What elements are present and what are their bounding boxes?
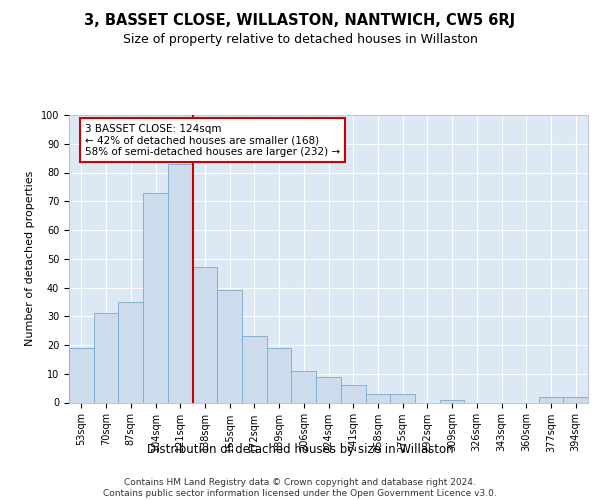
Bar — [390, 394, 415, 402]
Bar — [563, 397, 588, 402]
Bar — [193, 268, 217, 402]
Bar — [341, 385, 365, 402]
Bar — [365, 394, 390, 402]
Text: Contains HM Land Registry data © Crown copyright and database right 2024.
Contai: Contains HM Land Registry data © Crown c… — [103, 478, 497, 498]
Bar — [168, 164, 193, 402]
Bar — [94, 314, 118, 402]
Text: 3 BASSET CLOSE: 124sqm
← 42% of detached houses are smaller (168)
58% of semi-de: 3 BASSET CLOSE: 124sqm ← 42% of detached… — [85, 124, 340, 157]
Bar — [118, 302, 143, 402]
Bar — [539, 397, 563, 402]
Text: 3, BASSET CLOSE, WILLASTON, NANTWICH, CW5 6RJ: 3, BASSET CLOSE, WILLASTON, NANTWICH, CW… — [85, 12, 515, 28]
Y-axis label: Number of detached properties: Number of detached properties — [25, 171, 35, 346]
Bar — [217, 290, 242, 403]
Bar — [267, 348, 292, 403]
Bar — [292, 371, 316, 402]
Bar — [242, 336, 267, 402]
Bar — [440, 400, 464, 402]
Text: Size of property relative to detached houses in Willaston: Size of property relative to detached ho… — [122, 32, 478, 46]
Bar — [316, 376, 341, 402]
Text: Distribution of detached houses by size in Willaston: Distribution of detached houses by size … — [146, 442, 454, 456]
Bar — [143, 192, 168, 402]
Bar — [69, 348, 94, 403]
